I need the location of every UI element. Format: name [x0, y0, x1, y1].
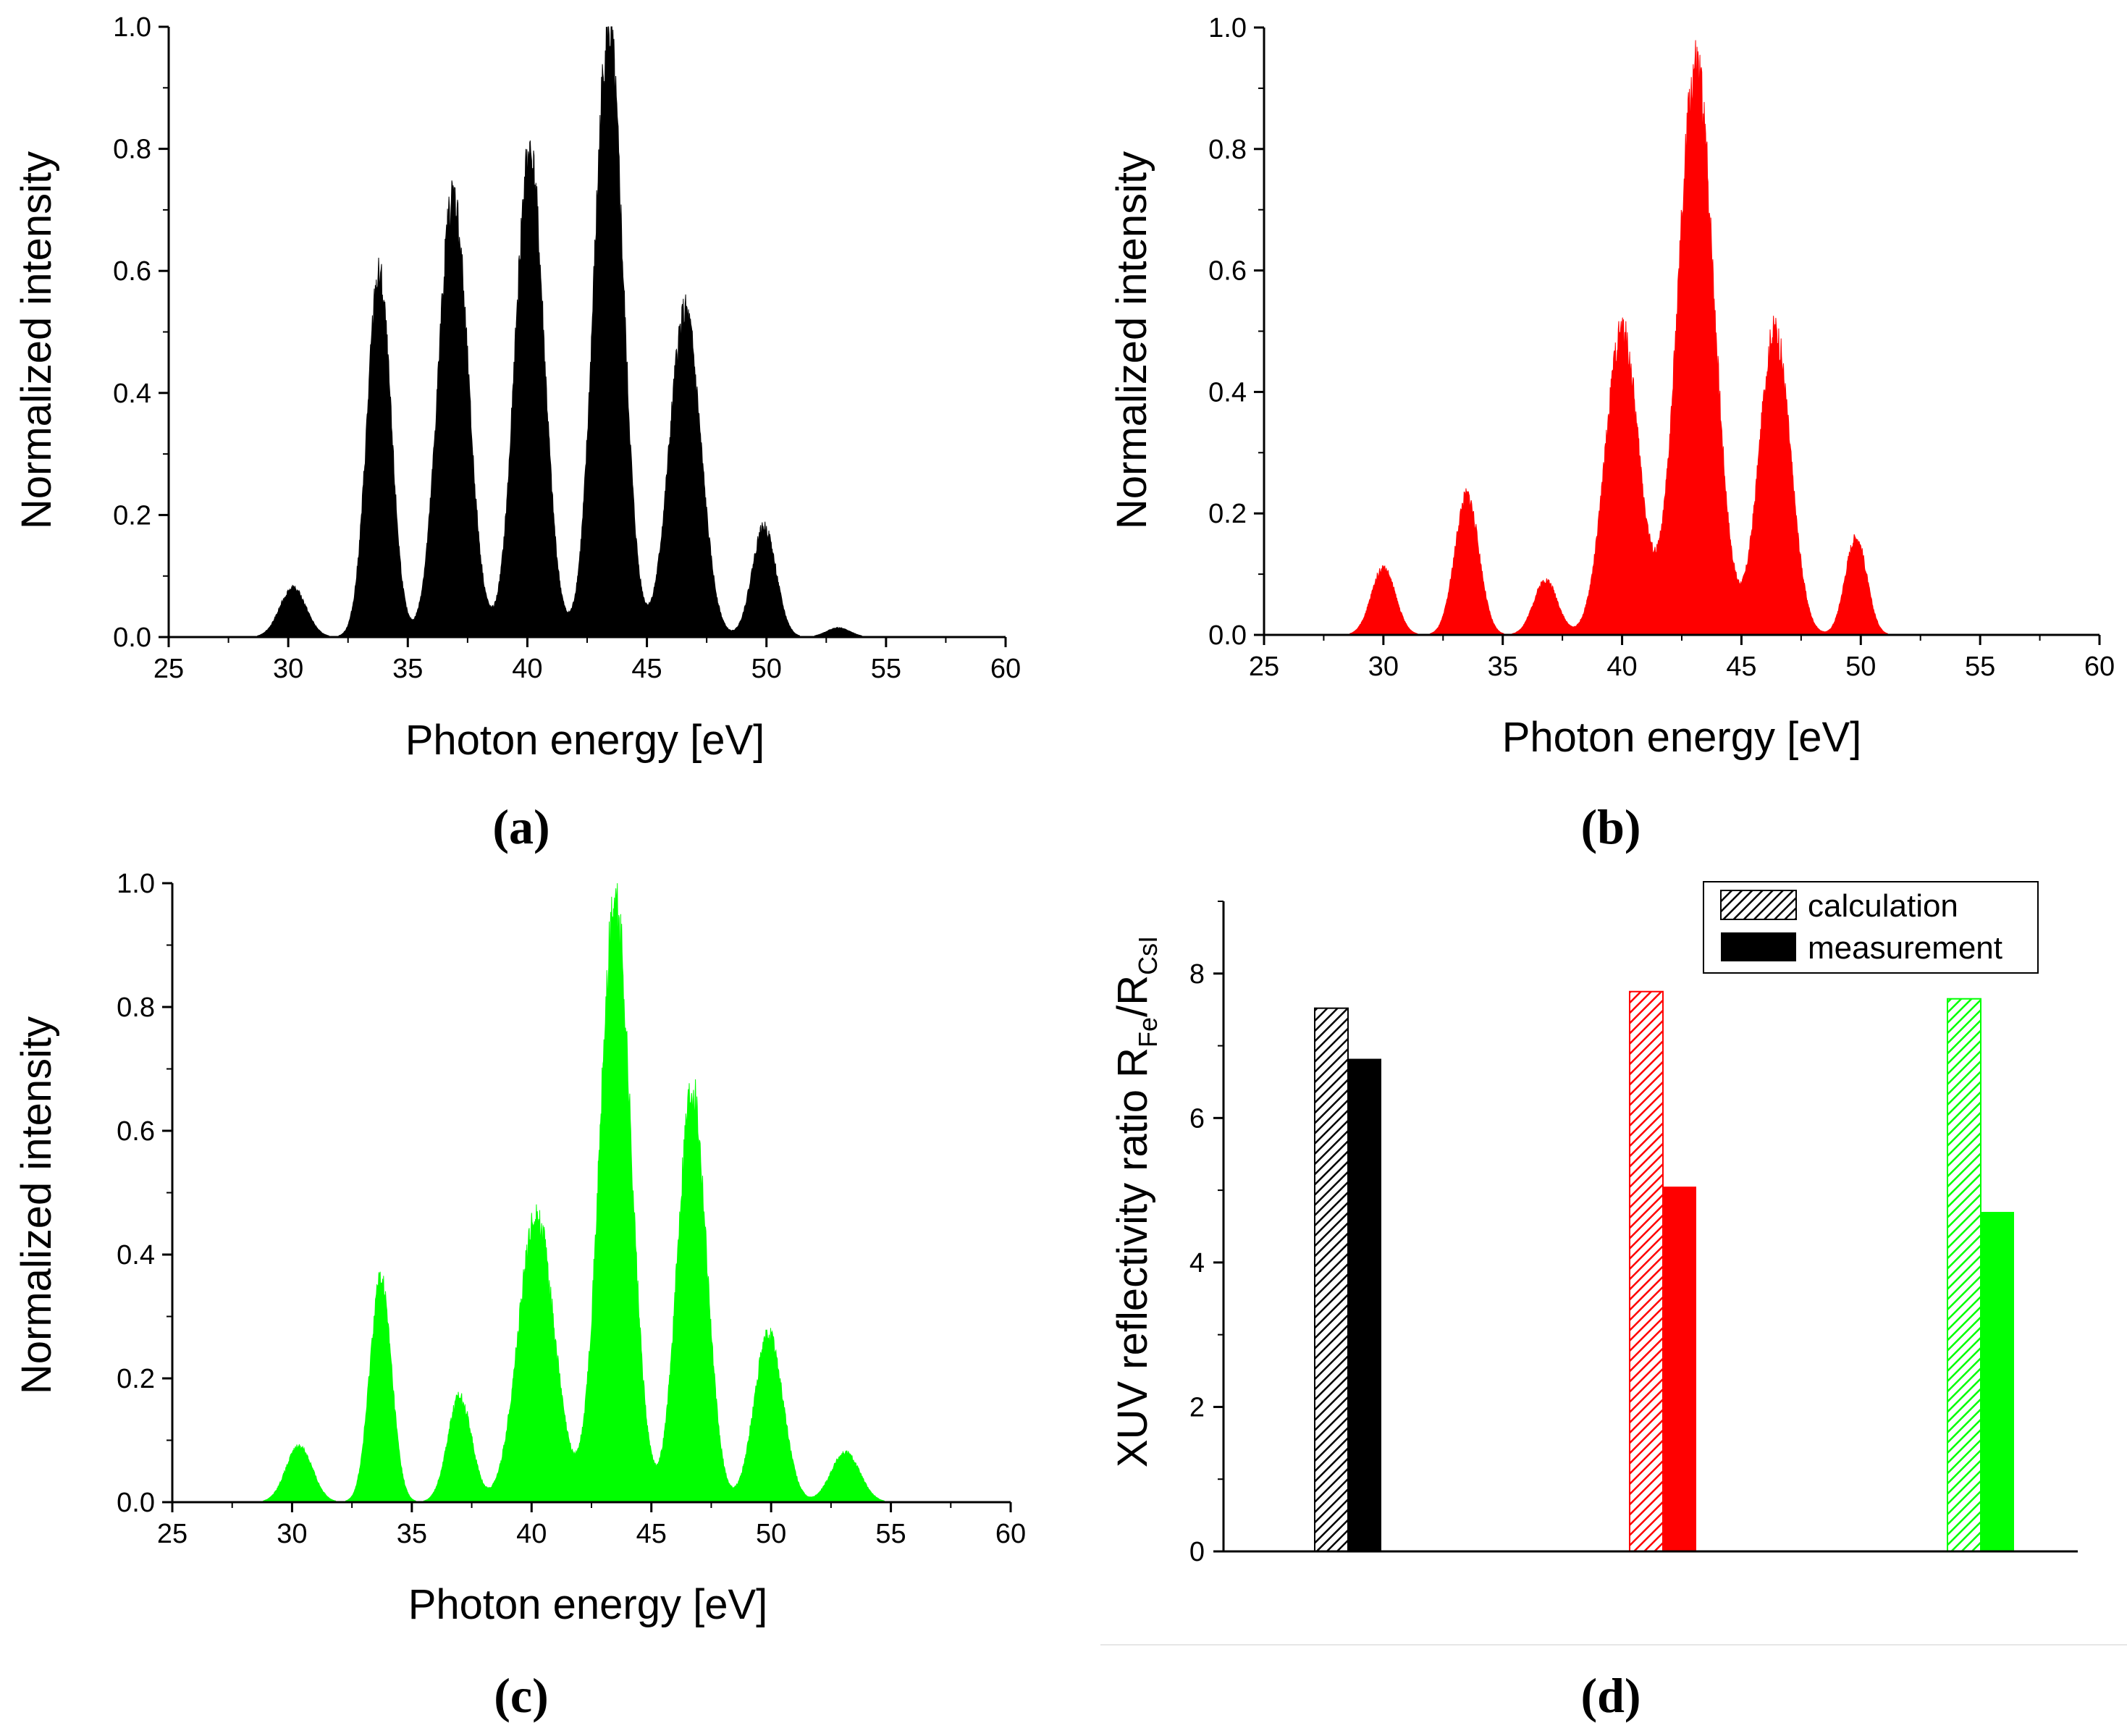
x-tick-label-a: 45 [631, 654, 662, 684]
bars-d [1314, 990, 2014, 1553]
x-tick-label-a: 60 [990, 654, 1021, 684]
panel-label-a: (a) [492, 799, 549, 854]
x-tick-label-b: 45 [1726, 652, 1756, 682]
legend-swatch-measurement [1721, 932, 1796, 961]
bar-measurement-2 [1981, 1212, 2014, 1551]
y-tick-label-c: 0.8 [117, 993, 155, 1023]
spectrum-area-b [1264, 40, 2099, 636]
x-axis-title-b: Photon energy [eV] [1502, 714, 1862, 761]
x-axis-title-c: Photon energy [eV] [408, 1581, 768, 1628]
panel-label-c: (c) [494, 1668, 548, 1723]
chart-panel-d: 0 2 4 6 8 XUV reflectivity ratio RFe/RCsI ca… [1100, 881, 2127, 1723]
y-tick-label-d: 8 [1189, 959, 1205, 990]
y-tick-label-b: 0.8 [1208, 135, 1247, 165]
x-tick-label-c: 40 [516, 1519, 547, 1549]
legend-d: calculation measurement [1703, 881, 2039, 974]
x-tick-label-a: 40 [512, 654, 542, 684]
y-tick-label-b: 0.4 [1208, 377, 1247, 408]
y-axis-c: 0.0 0.2 0.4 0.6 0.8 1.0 [117, 869, 174, 1518]
x-tick-label-a: 50 [751, 654, 782, 684]
bar-calculation-0 [1314, 1007, 1349, 1553]
y-axis-title-d: XUV reflectivity ratio RFe/RCsI [1109, 936, 1163, 1467]
x-tick-label-c: 60 [995, 1519, 1026, 1549]
x-tick-label-a: 35 [392, 654, 423, 684]
y-axis-title-d-sub1: Fe [1133, 1017, 1163, 1048]
spectrum-area-c [172, 882, 1011, 1503]
y-axis-title-d-main: XUV reflectivity ratio R [1109, 1048, 1156, 1467]
y-tick-label-c: 0.4 [117, 1240, 155, 1271]
y-tick-label-c: 0.6 [117, 1116, 155, 1147]
y-tick-label-a: 0.0 [113, 623, 151, 653]
y-axis-d: 0 2 4 6 8 [1189, 901, 1225, 1567]
panel-label-b: (b) [1580, 799, 1640, 854]
x-tick-label-c: 30 [277, 1519, 307, 1549]
y-axis-title-d-mid: /R [1109, 975, 1156, 1017]
y-tick-label-a: 0.8 [113, 135, 151, 165]
y-tick-label-c: 0.0 [117, 1488, 155, 1518]
y-axis-a: 0.0 0.2 0.4 0.6 0.8 1.0 [113, 12, 170, 653]
y-tick-label-d: 4 [1189, 1248, 1205, 1278]
y-tick-label-d: 6 [1189, 1103, 1205, 1134]
x-tick-label-c: 50 [756, 1519, 786, 1549]
y-tick-label-a: 0.6 [113, 256, 151, 287]
y-tick-label-d: 0 [1189, 1537, 1205, 1567]
chart-panel-a: 0.0 0.2 0.4 0.6 0.8 1.0 25 30 35 40 45 50 55 60 Phot… [13, 12, 1021, 854]
x-tick-label-a: 30 [273, 654, 303, 684]
y-tick-label-c: 0.2 [117, 1364, 155, 1394]
y-tick-label-c: 1.0 [117, 869, 155, 899]
x-tick-label-b: 30 [1368, 652, 1399, 682]
y-axis-b: 0.0 0.2 0.4 0.6 0.8 1.0 [1208, 13, 1265, 651]
y-tick-label-a: 0.4 [113, 379, 151, 409]
legend-swatch-calculation [1720, 890, 1797, 920]
x-axis-a: 25 30 35 40 45 50 55 60 [153, 636, 1021, 684]
x-axis-c: 25 30 35 40 45 50 55 60 [157, 1501, 1026, 1549]
y-axis-title-d-sub2: CsI [1133, 936, 1163, 975]
legend-label-measurement: measurement [1808, 930, 2002, 966]
y-axis-title-a: Normalized intensity [13, 151, 60, 529]
x-axis-title-a: Photon energy [eV] [405, 717, 765, 764]
legend-label-calculation: calculation [1808, 888, 1958, 924]
panel-label-d: (d) [1580, 1668, 1640, 1723]
x-tick-label-a: 55 [871, 654, 901, 684]
y-tick-label-a: 0.2 [113, 500, 151, 531]
x-tick-label-b: 25 [1249, 652, 1279, 682]
x-tick-label-b: 50 [1845, 652, 1876, 682]
x-tick-label-b: 60 [2084, 652, 2115, 682]
y-axis-title-b: Normalized intensity [1108, 151, 1155, 529]
x-tick-label-c: 55 [875, 1519, 906, 1549]
bar-calculation-2 [1947, 998, 1981, 1552]
bar-measurement-1 [1663, 1187, 1696, 1551]
bar-calculation-1 [1629, 990, 1664, 1552]
x-tick-label-c: 35 [397, 1519, 427, 1549]
x-tick-label-a: 25 [153, 654, 184, 684]
x-tick-label-b: 35 [1488, 652, 1518, 682]
x-axis-b: 25 30 35 40 45 50 55 60 [1249, 633, 2115, 682]
chart-panel-b: 0.0 0.2 0.4 0.6 0.8 1.0 25 30 35 40 45 50 55 60 Phot… [1108, 13, 2115, 854]
x-tick-label-b: 55 [1965, 652, 1995, 682]
y-tick-label-b: 0.6 [1208, 256, 1247, 287]
y-tick-label-a: 1.0 [113, 12, 151, 43]
chart-panel-c: 0.0 0.2 0.4 0.6 0.8 1.0 25 30 35 40 45 50 55 60 Phot… [13, 869, 1026, 1723]
y-tick-label-b: 0.2 [1208, 499, 1247, 529]
y-axis-title-c: Normalized intensity [13, 1016, 60, 1394]
y-tick-label-b: 1.0 [1208, 13, 1247, 43]
y-tick-label-b: 0.0 [1208, 620, 1247, 651]
bar-measurement-0 [1348, 1058, 1381, 1551]
x-tick-label-c: 45 [636, 1519, 667, 1549]
x-tick-label-c: 25 [157, 1519, 188, 1549]
spectrum-area-a [169, 26, 1006, 638]
y-tick-label-d: 2 [1189, 1392, 1205, 1423]
x-tick-label-b: 40 [1606, 652, 1637, 682]
